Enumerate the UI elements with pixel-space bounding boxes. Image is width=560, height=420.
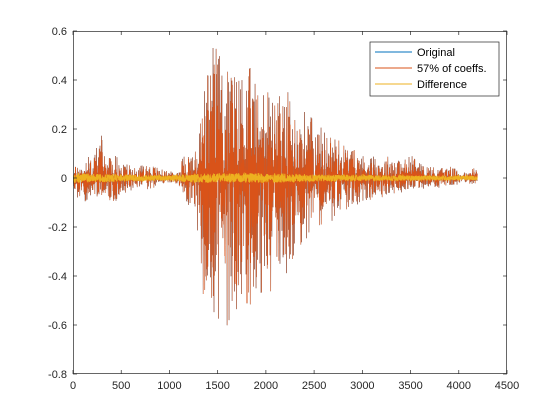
y-tick-label: -0.6	[48, 320, 67, 332]
x-tick-label: 0	[70, 380, 76, 392]
x-tick-label: 4000	[447, 380, 471, 392]
y-tick-label: -0.8	[48, 369, 67, 381]
legend-label: 57% of coeffs.	[417, 63, 487, 75]
x-tick-label: 4500	[495, 380, 519, 392]
y-tick-label: 0.4	[52, 75, 67, 87]
y-tick-label: 0.2	[52, 124, 67, 136]
y-tick-label: -0.2	[48, 222, 67, 234]
series-line-3	[73, 171, 478, 184]
axes-layer: 0 500 1000 1500 2000 2500 3000 3500 4000 4500 -0.8…	[48, 26, 519, 392]
x-tick-label: 1000	[157, 380, 181, 392]
y-tick-label: 0.6	[52, 26, 67, 38]
y-tick-label: -0.4	[48, 271, 67, 283]
x-tick-label: 2000	[254, 380, 278, 392]
y-tick-label: 0	[61, 173, 67, 185]
legend-label: Original	[417, 47, 455, 59]
series-layer	[73, 47, 478, 326]
legend: Original 57% of coeffs. Difference	[369, 41, 500, 97]
x-tick-label: 2500	[302, 380, 326, 392]
x-tick-label: 3000	[350, 380, 374, 392]
x-tick-label: 500	[112, 380, 130, 392]
legend-box	[369, 41, 500, 97]
axes-box	[73, 31, 507, 374]
legend-label: Difference	[417, 79, 467, 91]
x-tick-label: 1500	[205, 380, 229, 392]
x-tick-label: 3500	[398, 380, 422, 392]
